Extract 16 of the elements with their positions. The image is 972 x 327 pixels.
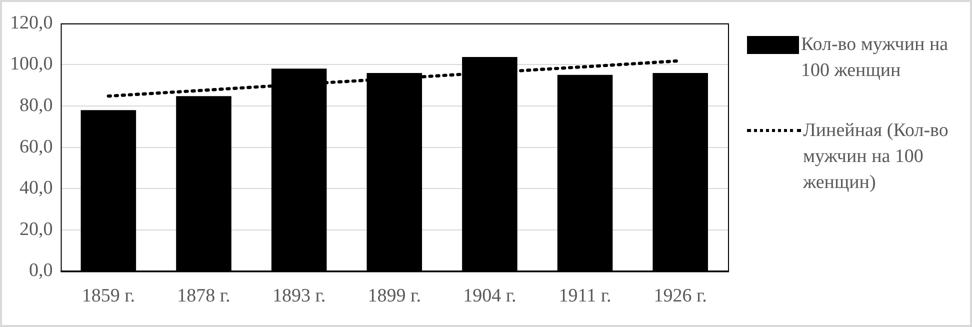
- legend-label: Кол-во мужчин на 100 женщин: [801, 33, 950, 83]
- legend-label: Линейная (Кол-во мужчин на 100 женщин): [803, 119, 950, 195]
- x-tick-label: 1859 г.: [82, 286, 135, 307]
- x-tick-label: 1911 г.: [558, 286, 612, 307]
- y-tick-label: 120,0: [10, 12, 53, 34]
- y-tick-label: 40,0: [20, 178, 53, 199]
- x-tick-label: 1878 г.: [177, 286, 230, 307]
- y-tick-label: 0,0: [29, 260, 53, 282]
- x-tick-label: 1926 г.: [654, 286, 707, 307]
- y-tick-label: 60,0: [20, 136, 53, 158]
- y-tick-label: 100,0: [10, 54, 53, 75]
- y-tick-label: 20,0: [20, 218, 53, 240]
- x-tick-label: 1899 г.: [368, 286, 421, 307]
- x-tick-label: 1904 г.: [463, 286, 516, 307]
- y-tick-label: 80,0: [20, 94, 53, 116]
- x-tick-label: 1893 г.: [272, 286, 326, 307]
